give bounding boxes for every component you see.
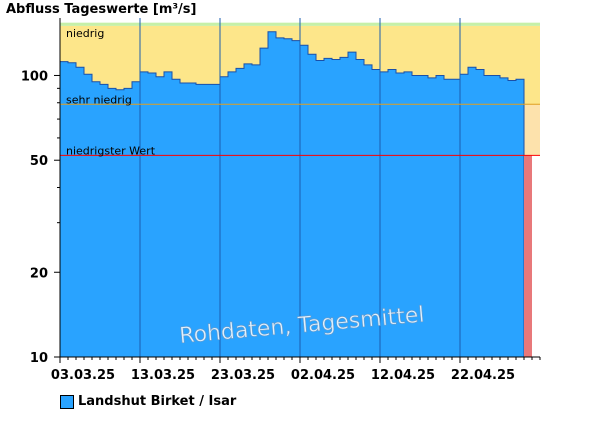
x-tick-label: 12.04.25 bbox=[371, 368, 435, 383]
x-tick-label: 13.03.25 bbox=[131, 368, 195, 383]
series-areas bbox=[59, 31, 532, 358]
series-area bbox=[59, 31, 525, 358]
threshold-lines bbox=[60, 103, 540, 156]
y-tick-label: 100 bbox=[21, 69, 48, 84]
legend-label: Landshut Birket / Isar bbox=[78, 394, 237, 409]
x-tick-label: 23.03.25 bbox=[211, 368, 275, 383]
x-tick-label: 03.03.25 bbox=[51, 368, 115, 383]
zone-labels: niedrig sehr niedrig niedrigster Wert bbox=[66, 27, 156, 158]
series-area bbox=[524, 155, 532, 357]
y-tick-label: 20 bbox=[30, 266, 48, 281]
legend-swatch bbox=[60, 394, 74, 409]
y-tick-label: 10 bbox=[30, 351, 48, 366]
grid-lines bbox=[139, 18, 461, 357]
x-tick-label: 22.04.25 bbox=[451, 368, 515, 383]
legend: Landshut Birket / Isar bbox=[60, 394, 236, 409]
y-tick-label: 50 bbox=[30, 154, 48, 169]
zone-label: niedrigster Wert bbox=[66, 144, 156, 157]
zone-label: sehr niedrig bbox=[66, 93, 132, 106]
zone-label: niedrig bbox=[66, 27, 104, 40]
axes: 10 20 50 100 03.03.25 13.03.25 23.03.25 02.04.2… bbox=[21, 18, 541, 383]
x-tick-label: 02.04.25 bbox=[291, 368, 355, 383]
chart-title: Abfluss Tageswerte [m³/s] bbox=[6, 2, 197, 17]
